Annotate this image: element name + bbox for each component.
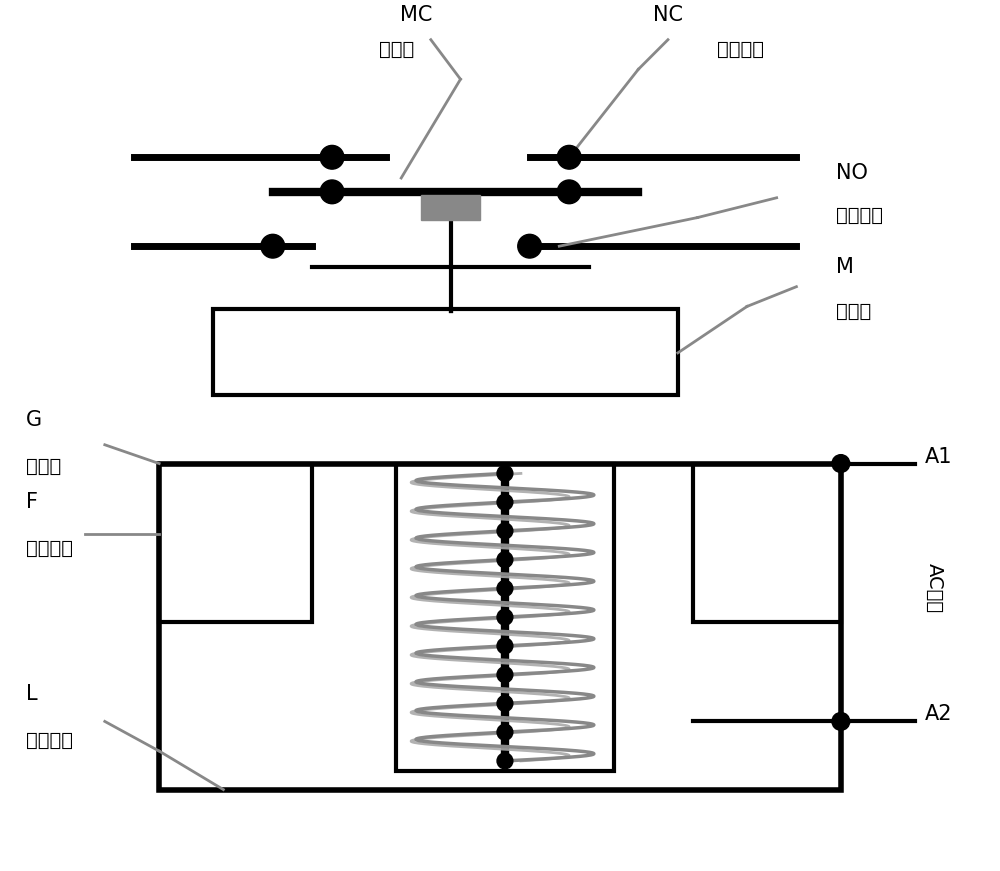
Bar — [396, 463, 614, 771]
Circle shape — [497, 753, 513, 769]
Text: NC: NC — [653, 5, 683, 25]
Circle shape — [320, 180, 344, 204]
Text: A1: A1 — [925, 447, 952, 467]
Bar — [213, 309, 678, 395]
Circle shape — [557, 180, 581, 204]
Circle shape — [497, 696, 513, 712]
Circle shape — [497, 725, 513, 740]
Circle shape — [261, 234, 285, 258]
Circle shape — [497, 523, 513, 539]
Circle shape — [832, 455, 850, 472]
Text: 静铁芯: 静铁芯 — [26, 456, 61, 476]
Circle shape — [497, 551, 513, 568]
Text: 励磁线圈: 励磁线圈 — [26, 732, 73, 750]
Circle shape — [497, 610, 513, 625]
Text: A2: A2 — [925, 705, 952, 725]
Bar — [693, 463, 841, 622]
Circle shape — [497, 581, 513, 597]
Circle shape — [497, 638, 513, 654]
Text: G: G — [26, 410, 42, 430]
Bar — [159, 463, 312, 622]
Bar — [421, 195, 480, 219]
Text: 复位弹簧: 复位弹簧 — [26, 538, 73, 557]
Circle shape — [497, 494, 513, 510]
Text: NO: NO — [836, 163, 868, 183]
Text: 常开触点: 常开触点 — [836, 206, 883, 225]
Circle shape — [832, 712, 850, 730]
Circle shape — [557, 145, 581, 169]
Text: F: F — [26, 492, 38, 512]
Text: 动铁芯: 动铁芯 — [836, 301, 871, 321]
Text: L: L — [26, 684, 37, 704]
Text: MC: MC — [400, 5, 432, 25]
Bar — [159, 463, 841, 790]
Text: M: M — [836, 257, 854, 277]
Circle shape — [497, 465, 513, 482]
Circle shape — [518, 234, 541, 258]
Text: 常闭触点: 常闭触点 — [717, 40, 764, 58]
Text: 动触点: 动触点 — [379, 40, 414, 58]
Text: AC电压: AC电压 — [925, 563, 944, 613]
Circle shape — [497, 667, 513, 683]
Circle shape — [320, 145, 344, 169]
